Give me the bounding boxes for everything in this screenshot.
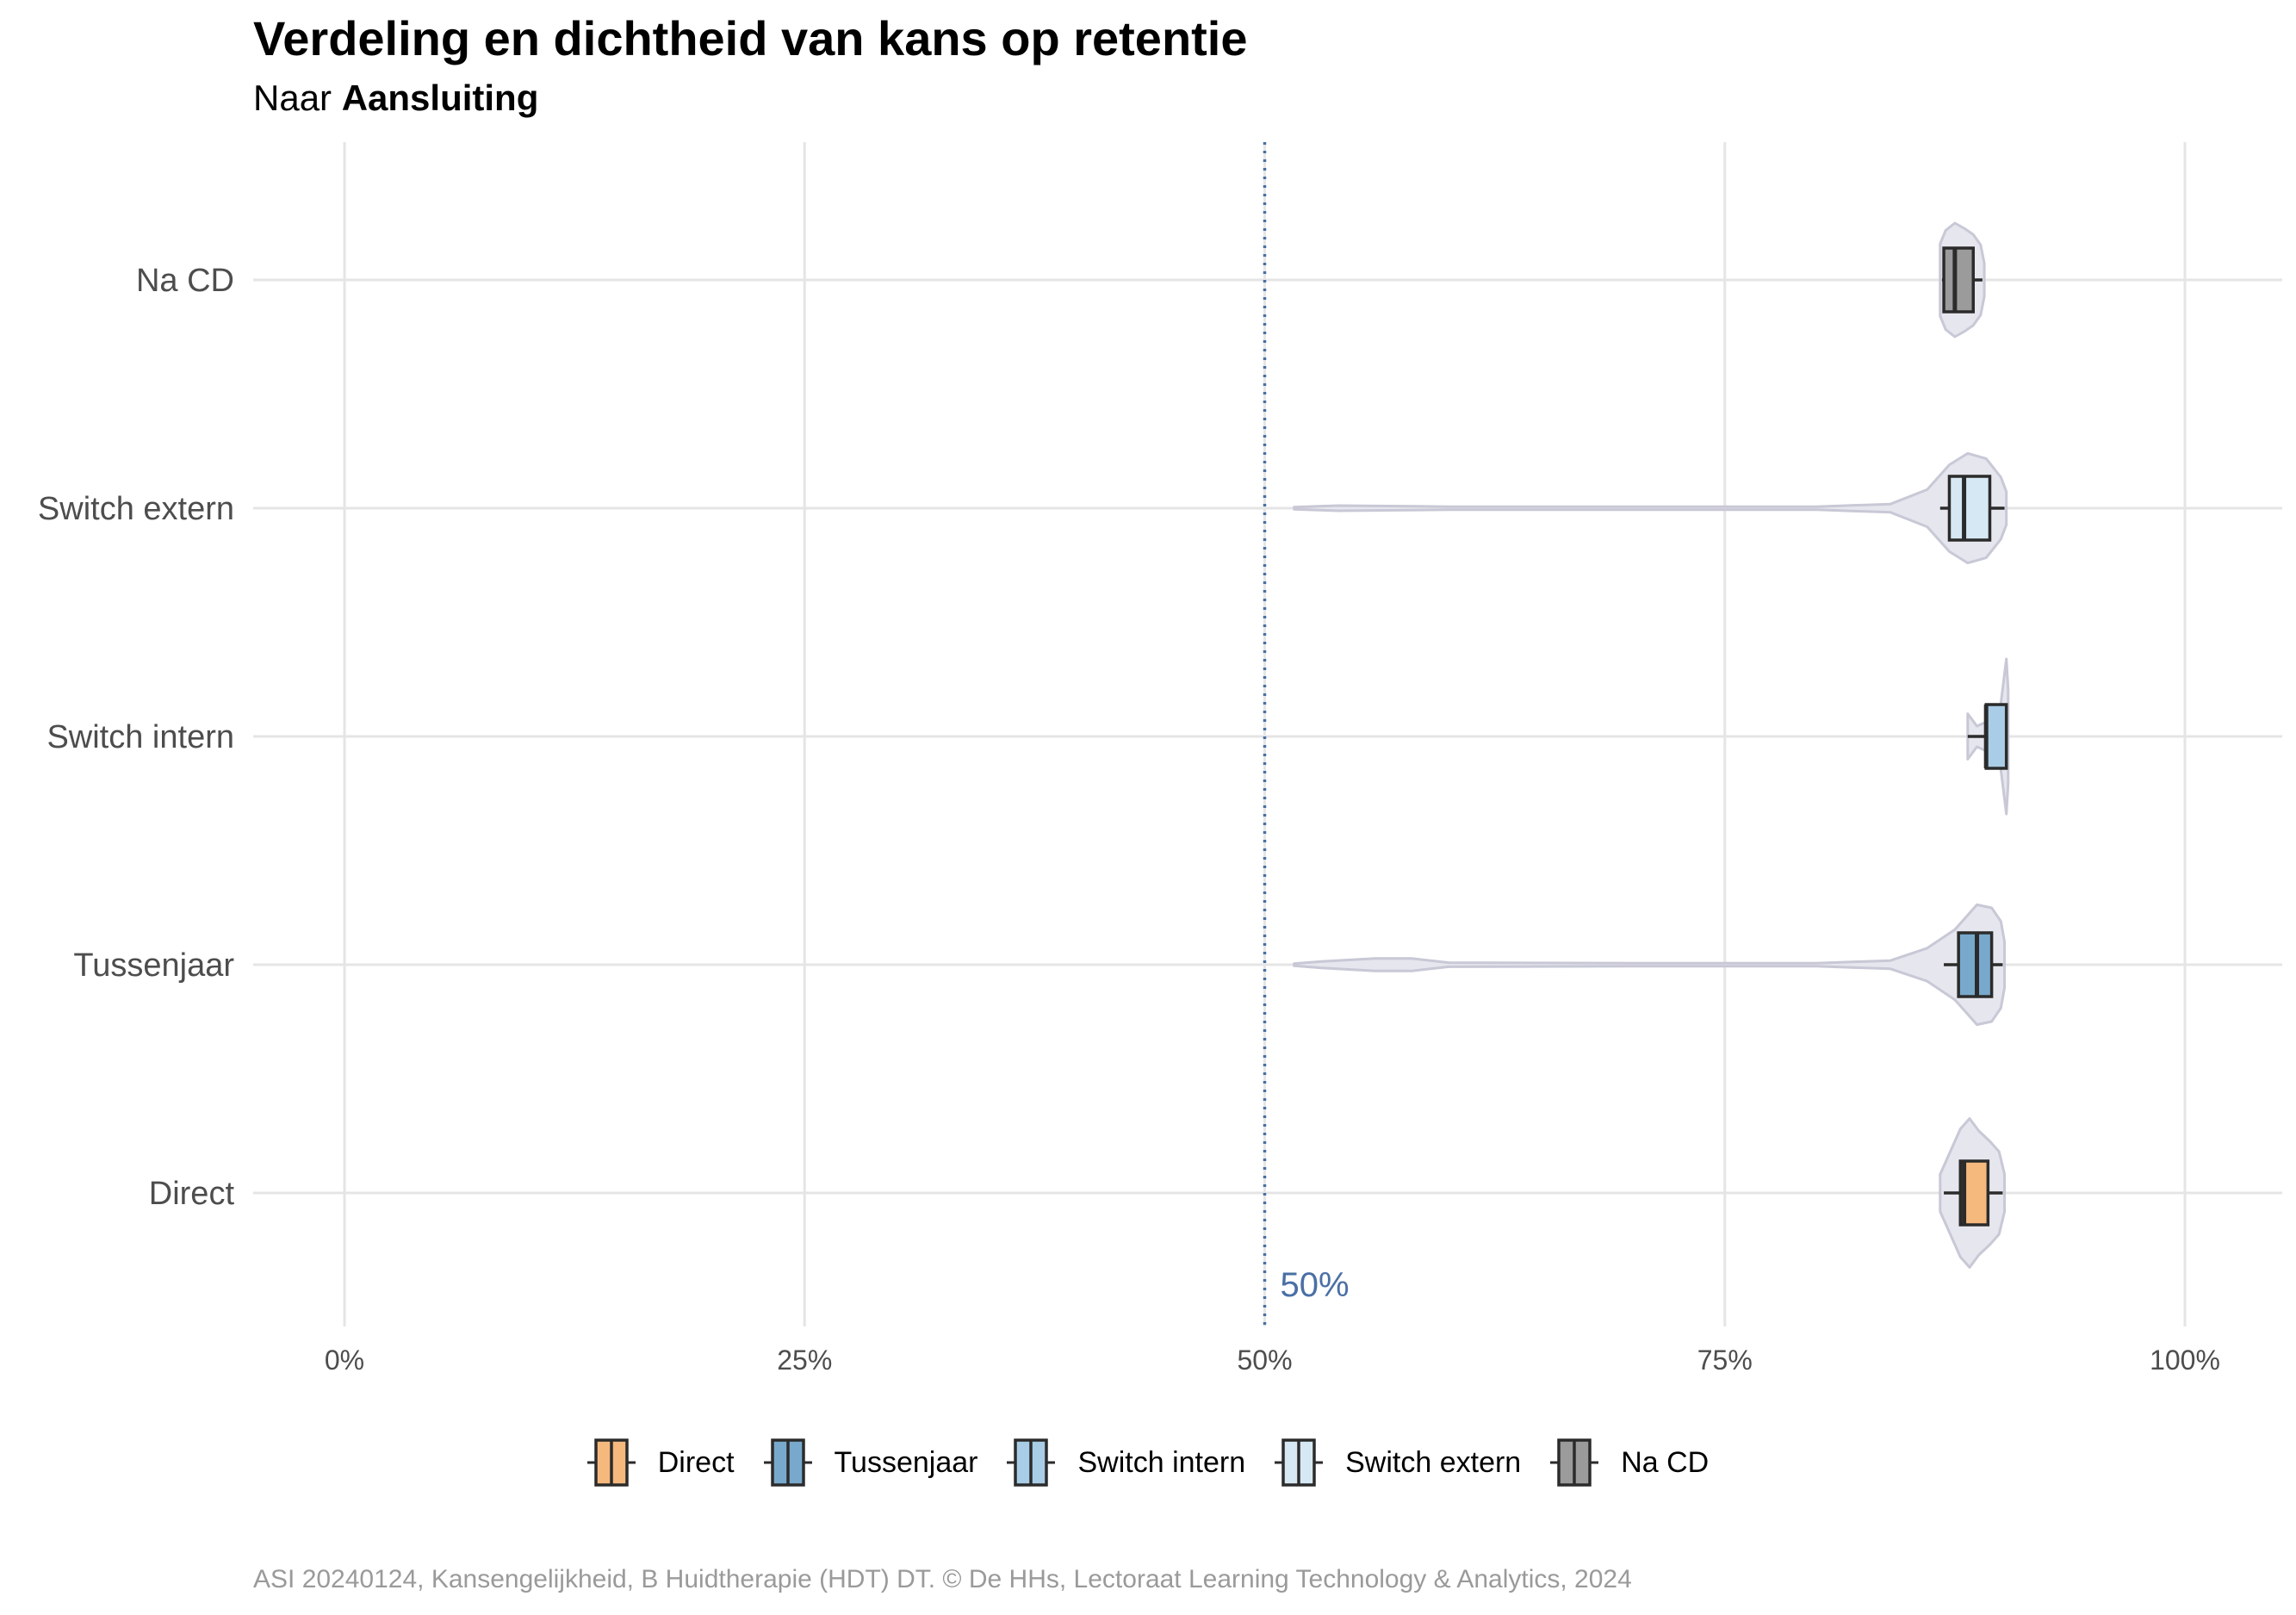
box-na-cd (1942, 246, 1975, 314)
legend: Direct Tussenjaar Switch intern Switch exte… (0, 1437, 2296, 1488)
legend-key-tussenjaar (763, 1438, 812, 1487)
subtitle-bold: Aansluiting (341, 78, 539, 118)
grid (253, 142, 2282, 1326)
legend-key-switch-extern (1275, 1438, 1324, 1487)
violin-tussenjaar (1293, 903, 2007, 1027)
legend-item-na-cd: Na CD (1550, 1437, 1709, 1488)
y-axis-ticks: Direct Tussenjaar Switch intern Switch exte… (38, 263, 235, 1212)
legend-key-switch-intern (1007, 1438, 1056, 1487)
legend-key-na-cd (1550, 1438, 1599, 1487)
legend-label: Tussenjaar (834, 1445, 978, 1479)
reference-line-label: 50% (1281, 1266, 1350, 1304)
legend-label: Na CD (1621, 1445, 1710, 1479)
y-tick-label: Switch intern (47, 719, 234, 755)
box-switch-extern (1947, 475, 1992, 542)
violin-switch-extern (1293, 451, 2008, 565)
reference-line-group: 50% (1263, 142, 1350, 1326)
legend-label: Direct (657, 1445, 735, 1479)
legend-item-switch-intern: Switch intern (1007, 1437, 1245, 1488)
violins (1293, 221, 2010, 1269)
y-tick-label: Direct (149, 1176, 235, 1212)
caption: ASI 20240124, Kansengelijkheid, B Huidth… (253, 1565, 1632, 1593)
x-tick-label: 50% (1237, 1345, 1292, 1376)
chart-subtitle: Naar Aansluiting (253, 78, 538, 119)
legend-key-direct (586, 1438, 636, 1487)
chart-title: Verdeling en dichtheid van kans op reten… (253, 11, 1248, 65)
x-tick-label: 25% (777, 1345, 832, 1376)
legend-item-switch-extern: Switch extern (1275, 1437, 1521, 1488)
y-tick-label: Tussenjaar (73, 947, 234, 984)
violin-box-chart: 50% Direct Tussenjaar Switch intern Switch … (38, 142, 2282, 1376)
x-tick-label: 0% (325, 1345, 364, 1376)
subtitle-prefix: Naar (253, 78, 342, 118)
legend-label: Switch intern (1077, 1445, 1246, 1479)
y-tick-label: Switch extern (38, 491, 234, 527)
x-tick-label: 100% (2150, 1345, 2220, 1376)
legend-item-direct: Direct (586, 1437, 735, 1488)
y-tick-label: Na CD (136, 263, 234, 299)
box-switch-intern (1984, 703, 2008, 770)
boxplots (1939, 246, 2008, 1227)
legend-label: Switch extern (1345, 1445, 1522, 1479)
legend-item-tussenjaar: Tussenjaar (763, 1437, 978, 1488)
x-tick-label: 75% (1697, 1345, 1753, 1376)
x-axis-ticks: 0% 25% 50% 75% 100% (325, 1345, 2220, 1376)
